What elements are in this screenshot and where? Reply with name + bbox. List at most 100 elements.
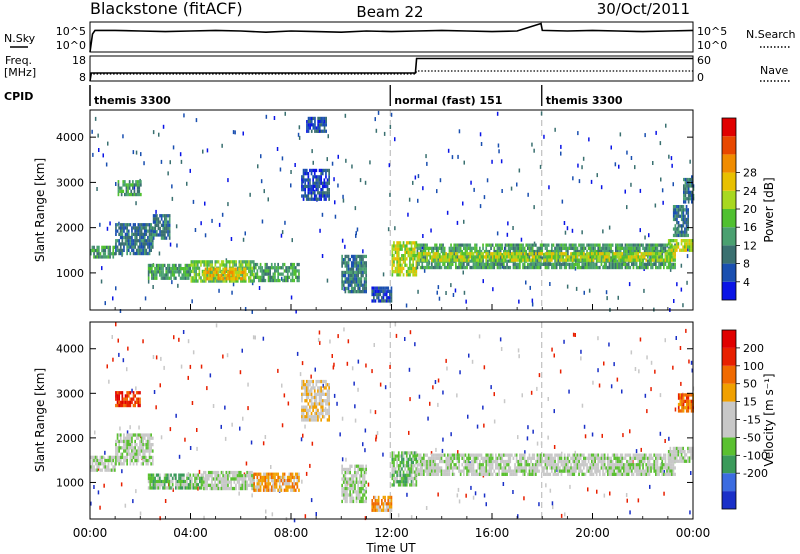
velocity-cell: [321, 405, 324, 409]
velocity-cell: [315, 379, 318, 384]
power-cell: [129, 239, 132, 243]
velocity-cell: [222, 477, 224, 481]
power-cell: [393, 244, 395, 248]
power-cell: [490, 243, 492, 247]
velocity-scatter-cell: [124, 503, 127, 508]
velocity-cell: [222, 483, 224, 487]
velocity-cell: [155, 479, 158, 484]
power-cell: [658, 256, 660, 260]
velocity-cell: [320, 392, 322, 396]
power-cell: [138, 192, 141, 197]
power-cell: [208, 263, 210, 267]
power-cell: [354, 270, 356, 275]
velocity-cell: [101, 462, 103, 466]
power-cell: [115, 239, 117, 243]
velocity-scatter-cell: [435, 447, 437, 452]
power-cell: [132, 245, 135, 249]
power-cell: [152, 236, 155, 240]
power-cell: [187, 270, 190, 274]
power-cell: [270, 262, 273, 267]
power-cell: [363, 264, 366, 268]
power-cell: [230, 273, 233, 277]
power-cell: [648, 262, 651, 266]
power-scatter-cell: [284, 111, 286, 116]
power-cell: [139, 239, 141, 243]
velocity-cell: [145, 459, 148, 463]
velocity-scatter-cell: [333, 362, 335, 367]
velocity-scatter-cell: [404, 337, 406, 341]
power-cell: [104, 252, 107, 256]
power-scatter-cell: [582, 156, 585, 161]
power-cell: [650, 258, 652, 262]
power-cell: [132, 248, 135, 252]
power-cell: [551, 255, 553, 259]
power-cell: [134, 229, 136, 233]
power-cell: [196, 266, 199, 270]
velocity-cell: [143, 433, 146, 437]
power-cell: [467, 258, 470, 262]
velocity-cell: [258, 472, 260, 476]
power-cell: [499, 246, 502, 250]
power-cell: [164, 223, 166, 227]
power-cell: [432, 265, 435, 270]
power-cell: [685, 205, 688, 209]
power-cell: [354, 280, 356, 284]
velocity-scatter-cell: [346, 361, 349, 366]
velocity-cell: [360, 467, 363, 472]
power-cell: [592, 262, 595, 266]
velocity-scatter-cell: [485, 502, 487, 507]
power-cell: [233, 270, 236, 274]
power-cell: [653, 258, 656, 262]
power-cell: [690, 245, 692, 249]
velocity-cell: [129, 400, 132, 404]
velocity-cell: [109, 455, 111, 459]
velocity-cell: [393, 460, 395, 465]
velocity-cell: [321, 415, 324, 419]
velocity-cell: [118, 459, 120, 463]
velocity-scatter-cell: [138, 425, 140, 430]
velocity-cell: [118, 449, 120, 453]
power-cell: [266, 269, 268, 273]
power-cell: [362, 261, 364, 265]
power-cell: [399, 270, 402, 274]
power-cell: [431, 249, 433, 254]
power-cell: [519, 252, 521, 256]
velocity-scatter-cell: [659, 393, 662, 398]
power-cell: [615, 246, 617, 250]
power-cell: [672, 258, 675, 262]
power-cell: [282, 262, 284, 267]
velocity-cell: [181, 483, 184, 487]
power-cell: [232, 279, 234, 283]
power-scatter-cell: [321, 212, 324, 217]
power-cell: [288, 269, 291, 273]
power-cell: [121, 248, 124, 252]
power-cell: [240, 273, 242, 277]
velocity-cell: [132, 391, 135, 395]
power-cell: [639, 258, 641, 262]
power-cell: [115, 245, 117, 249]
velocity-cell: [357, 483, 359, 488]
power-cell: [389, 292, 391, 297]
power-cell: [397, 254, 400, 258]
velocity-cell: [118, 462, 120, 466]
power-cell: [631, 243, 633, 247]
velocity-cell: [258, 485, 260, 489]
power-scatter-cell: [671, 163, 673, 168]
power-cell: [680, 242, 683, 246]
power-cell: [667, 252, 670, 256]
power-cell: [632, 252, 635, 256]
power-cell: [168, 214, 171, 218]
power-cell: [244, 263, 247, 267]
velocity-cell: [321, 408, 324, 412]
power-cell: [219, 273, 221, 278]
power-cell: [396, 254, 398, 258]
power-cell: [96, 248, 99, 253]
power-cell: [471, 249, 473, 254]
power-cell: [511, 255, 513, 259]
power-cell: [355, 274, 358, 278]
power-cell: [674, 217, 677, 222]
power-cell: [674, 245, 676, 249]
velocity-cell: [283, 488, 286, 492]
velocity-cell: [377, 499, 380, 503]
power-colorbar-tick-label: 8: [743, 258, 750, 271]
